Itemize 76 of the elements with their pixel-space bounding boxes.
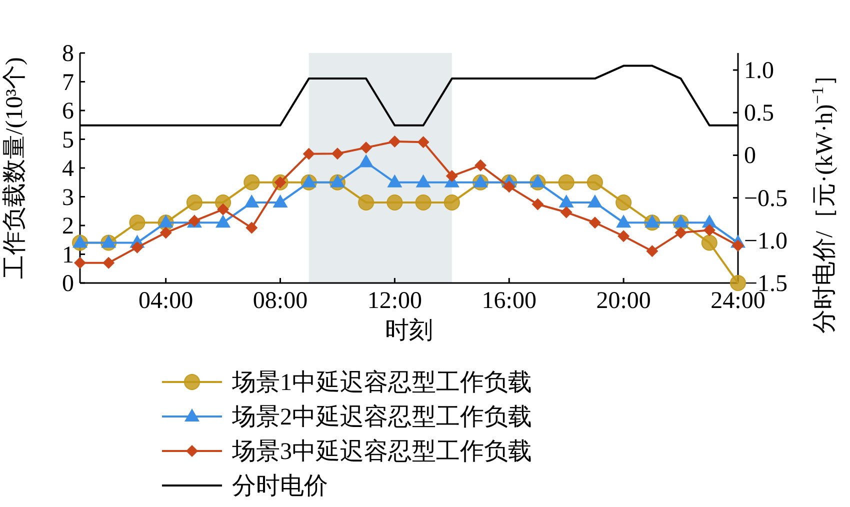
legend-label: 分时电价 xyxy=(232,474,328,500)
point xyxy=(301,174,316,188)
point xyxy=(160,226,172,239)
point xyxy=(587,194,602,208)
x-axis-title: 时刻 xyxy=(385,317,433,344)
y-axis-title: 工作负载数量/(10³个) xyxy=(2,57,28,279)
point xyxy=(244,174,260,190)
point xyxy=(417,136,430,148)
legend-label: 场景2中延迟容忍型工作负载 xyxy=(231,404,532,430)
y-tick-label: 1 xyxy=(62,242,74,268)
point xyxy=(560,206,572,218)
y2-tick-label: 0.5 xyxy=(744,100,774,127)
point xyxy=(331,148,344,160)
x-tick-label: 12:00 xyxy=(367,288,422,314)
point xyxy=(101,234,116,248)
legend-label: 场景1中延迟容忍型工作负载 xyxy=(231,369,532,396)
y-tick-label: 4 xyxy=(62,156,74,182)
point xyxy=(732,240,744,252)
point xyxy=(616,214,632,228)
point xyxy=(444,194,460,210)
point xyxy=(102,256,115,269)
point xyxy=(387,174,402,188)
point xyxy=(416,174,431,188)
point xyxy=(474,159,487,172)
point xyxy=(616,194,632,210)
y2-tick-label: 0 xyxy=(744,143,756,170)
point xyxy=(730,275,746,291)
point xyxy=(186,194,202,210)
point xyxy=(131,241,144,254)
y2-tick-label: 1.0 xyxy=(744,58,774,84)
point xyxy=(358,154,374,168)
point xyxy=(530,174,546,188)
point xyxy=(72,234,88,248)
point xyxy=(358,194,374,210)
y-tick-label: 3 xyxy=(62,184,74,211)
point xyxy=(158,214,174,228)
point xyxy=(446,170,458,182)
y-tick-label: 6 xyxy=(62,98,74,124)
point xyxy=(415,194,432,210)
point xyxy=(703,224,716,236)
x-tick-label: 16:00 xyxy=(482,288,536,314)
x-tick-label: 20:00 xyxy=(596,288,651,314)
point xyxy=(673,214,688,228)
point xyxy=(330,174,345,188)
point xyxy=(302,148,315,160)
point xyxy=(360,142,372,154)
point xyxy=(216,214,231,228)
y-tick-label: 5 xyxy=(62,127,74,154)
point xyxy=(473,174,488,188)
legend-label: 场景3中延迟容忍型工作负载 xyxy=(231,438,532,465)
point xyxy=(586,174,603,190)
point xyxy=(674,226,687,239)
y-tick-label: 2 xyxy=(62,214,74,240)
point xyxy=(74,256,86,269)
point xyxy=(588,216,601,229)
point xyxy=(386,194,403,210)
point xyxy=(532,198,544,210)
point xyxy=(272,194,288,208)
point xyxy=(701,234,718,251)
point xyxy=(246,222,258,234)
y-tick-label: 7 xyxy=(62,70,74,96)
point xyxy=(618,230,630,242)
x-tick-label: 08:00 xyxy=(252,288,308,314)
y2-tick-label: −1.0 xyxy=(744,228,788,254)
point xyxy=(244,194,260,208)
y2-tick-label: −0.5 xyxy=(744,186,788,212)
point xyxy=(558,194,574,208)
y-tick-label: 0 xyxy=(62,271,74,297)
point xyxy=(217,203,230,216)
point xyxy=(129,214,146,231)
point xyxy=(388,136,401,148)
y-tick-label: 8 xyxy=(62,41,74,67)
point xyxy=(646,245,658,258)
point xyxy=(558,174,574,190)
point xyxy=(644,214,660,228)
x-tick-label: 04:00 xyxy=(138,288,194,314)
